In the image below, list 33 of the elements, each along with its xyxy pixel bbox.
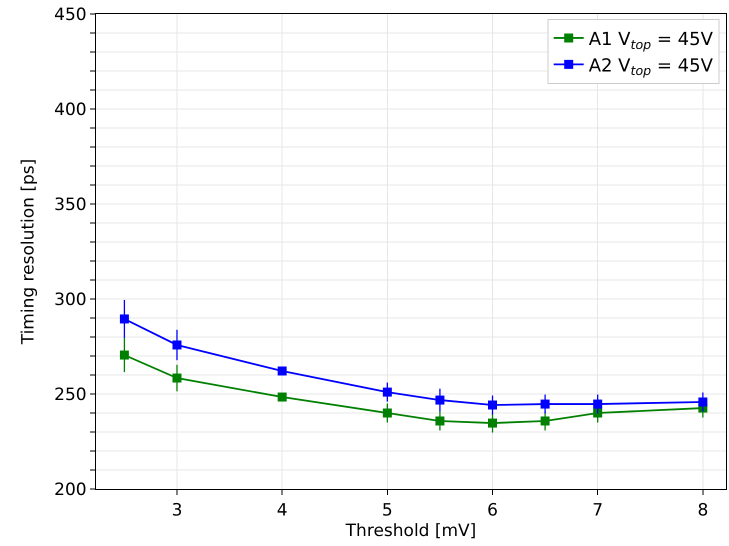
- x-tick-label: 4: [276, 500, 288, 520]
- legend-label: A2 V$_{top}$ = 45V: [588, 55, 714, 78]
- legend-label: A1 V$_{top}$ = 45V: [588, 28, 714, 52]
- point: [593, 408, 602, 418]
- point: [435, 416, 444, 426]
- y-tick-label: 450: [54, 4, 87, 25]
- point: [172, 340, 182, 350]
- y-tick-label: 350: [54, 194, 87, 215]
- point: [278, 392, 287, 402]
- point: [488, 400, 498, 410]
- x-tick-label: 3: [172, 500, 182, 520]
- point: [488, 418, 498, 428]
- point: [540, 416, 550, 426]
- x-tick-label: 8: [697, 500, 708, 520]
- y-tick-label: 250: [54, 384, 87, 405]
- point: [382, 388, 392, 397]
- x-tick-label: 6: [487, 500, 498, 520]
- point: [540, 400, 550, 409]
- x-tick-label: 7: [592, 500, 604, 520]
- point: [382, 408, 392, 418]
- point: [120, 350, 129, 360]
- point: [435, 396, 444, 405]
- point: [172, 374, 182, 383]
- point: [698, 397, 708, 406]
- point: [278, 366, 287, 376]
- y-tick-label: 200: [54, 480, 87, 500]
- y-axis-title: Timing resolution [ps]: [18, 158, 39, 346]
- point: [593, 400, 602, 409]
- x-tick-label: 5: [382, 500, 393, 520]
- y-tick-label: 300: [54, 290, 87, 310]
- point: [120, 314, 129, 324]
- x-axis-title: Threshold [mV]: [344, 520, 476, 541]
- y-tick-label: 400: [54, 100, 87, 120]
